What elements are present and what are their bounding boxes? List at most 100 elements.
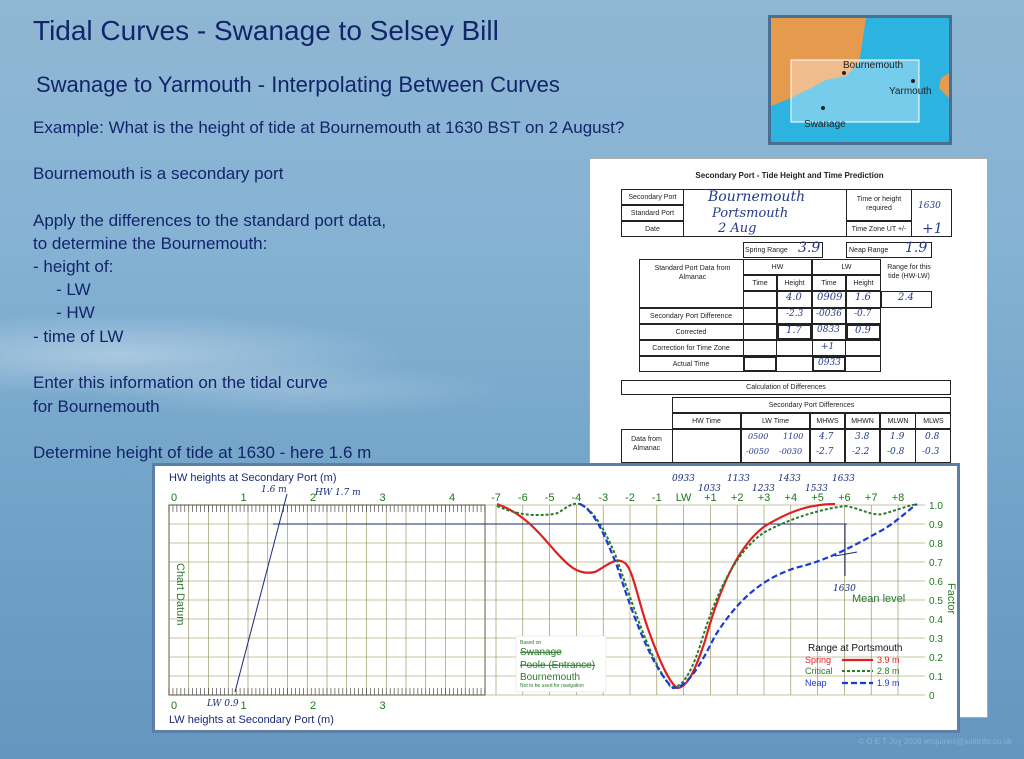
factor-tick-label: 0.2 (929, 653, 943, 664)
factor-tick-label: 0.5 (929, 596, 943, 607)
tidal-curve-chart: HW heights at Secondary Port (m) LW heig… (152, 463, 960, 733)
hw-tick-label: 2 (310, 492, 316, 504)
hw-heights-label: HW heights at Secondary Port (m) (169, 472, 337, 484)
almanac-mlwn: 1.9 (890, 432, 905, 442)
legend-neap-value: 1.9 m (877, 678, 900, 688)
hw-17-annotation: HW 1.7 m (314, 488, 361, 498)
body-line: to determine the Bournemouth: (33, 234, 268, 253)
time-tick-label: +4 (785, 492, 798, 504)
time-zone-value: +1 (922, 221, 943, 237)
time-tick-label: -5 (545, 492, 555, 504)
spring-curve (496, 502, 836, 690)
time-1133: 1133 (727, 474, 750, 484)
label-time: Time (821, 280, 837, 287)
factor-tick-label: 0.3 (929, 634, 943, 645)
range-value: 2.4 (898, 292, 914, 303)
construction-lines (234, 493, 858, 693)
corr-lw-height: 0.9 (855, 325, 871, 336)
factor-label: Factor (945, 583, 957, 615)
lw-heights-label: LW heights at Secondary Port (m) (169, 714, 334, 726)
time-tick-label: +8 (892, 492, 905, 504)
time-0933: 0933 (672, 474, 695, 484)
hw-16-annotation: 1.6 m (261, 485, 287, 495)
label-mlwn: MLWN (887, 418, 909, 425)
label-sec-port-diff: Secondary Port Difference (650, 313, 732, 320)
time-tick-label: -1 (652, 492, 662, 504)
time-1233: 1233 (752, 484, 775, 494)
time-tick-label: -3 (598, 492, 608, 504)
time-tick-label: -6 (518, 492, 528, 504)
critical-curve (496, 502, 918, 688)
legend-spring-name: Spring (805, 655, 831, 665)
hw-tick-label: 3 (380, 492, 386, 504)
factor-tick-label: 0.1 (929, 672, 943, 683)
label-std-port-data: Standard Port Data from Almanac (654, 265, 731, 281)
time-tick-label: +7 (865, 492, 878, 504)
time-tick-label: +1 (704, 492, 717, 504)
legend: Range at Portsmouth Spring 3.9 m Critica… (805, 643, 903, 688)
lw-time-value: 0909 (817, 292, 843, 303)
copyright-footer: © O E T Joy 2008 enquiries@sailtrills.co… (858, 737, 1012, 746)
time-tick-label: -4 (572, 492, 582, 504)
label-time: Time (752, 280, 768, 287)
time-tick-label: -7 (491, 492, 501, 504)
corr-lw-time: 0833 (817, 325, 840, 335)
body-line: Bournemouth is a secondary port (33, 164, 284, 183)
factor-tick-label: 0.6 (929, 577, 943, 588)
diff-lw-height: -0.7 (854, 309, 872, 319)
label-actual-time: Actual Time (672, 361, 710, 368)
label-neap-range: Neap Range (849, 247, 889, 254)
label-mhwn: MHWN (851, 418, 874, 425)
legend-critical-name: Critical (805, 666, 833, 676)
label-spring-range: Spring Range (745, 247, 788, 254)
standard-port-value: Portsmouth (712, 206, 789, 221)
time-1633: 1633 (832, 474, 855, 484)
label-calc-diff: Calculation of Differences (746, 384, 826, 391)
factor-tick-label: 0.4 (929, 615, 943, 626)
time-1433: 1433 (778, 474, 801, 484)
time-tick-label: -2 (625, 492, 635, 504)
chart-datum-label: Chart Datum (174, 563, 186, 625)
body-line: - time of LW (33, 327, 124, 346)
time-tick-label: +5 (811, 492, 824, 504)
map-label-bournemouth: Bournemouth (843, 60, 903, 71)
map-label-swanage: Swanage (804, 119, 846, 130)
factor-tick-label: 0.9 (929, 520, 943, 531)
body-line: for Bournemouth (33, 397, 160, 416)
almanac-mhwn-diff: -2.2 (852, 447, 870, 457)
area-map: Bournemouth Yarmouth Swanage (768, 15, 952, 145)
lw-tick-label: 1 (241, 700, 247, 712)
hw-tick-label: 0 (171, 492, 177, 504)
almanac-mlws: 0.8 (925, 432, 940, 442)
time-required-value: 1630 (918, 201, 941, 211)
label-date: Date (645, 226, 660, 233)
example-question: Example: What is the height of tide at B… (33, 118, 625, 137)
factor-tick-label: 0 (929, 691, 935, 702)
label-mlws: MLWS (923, 418, 944, 425)
almanac-mhwn: 3.8 (855, 432, 870, 442)
lw-tick-label: 3 (380, 700, 386, 712)
lw-tick-label: 2 (310, 700, 316, 712)
form-title: Secondary Port - Tide Height and Time Pr… (695, 171, 884, 180)
label-data-from-almanac: Data from Almanac (631, 436, 662, 452)
almanac-lw-time-c: -0050 (746, 447, 770, 456)
almanac-mhws-diff: -2.7 (816, 447, 834, 457)
label-height: Height (784, 280, 805, 287)
almanac-mlws-diff: -0.3 (922, 447, 940, 457)
time-tick-label: LW (676, 492, 692, 504)
lw-tick-label: 0 (171, 700, 177, 712)
label-hw: HW (771, 264, 784, 271)
navigation-note: Not to be used for navigation (520, 683, 584, 689)
slide-title: Tidal Curves - Swanage to Selsey Bill (33, 15, 499, 46)
time-1630: 1630 (833, 584, 856, 594)
spring-range-value: 3.9 (798, 240, 821, 256)
time-tick-label: +3 (758, 492, 771, 504)
legend-critical-value: 2.8 m (877, 666, 900, 676)
based-on-label: Based on (520, 640, 541, 646)
label-lw: LW (841, 264, 852, 271)
body-line: - LW (56, 280, 91, 299)
port-bournemouth: Bournemouth (520, 672, 580, 683)
slide-subtitle: Swanage to Yarmouth - Interpolating Betw… (36, 72, 560, 97)
label-standard-port: Standard Port (630, 210, 675, 217)
label-time-or-height: Time or height required (856, 196, 902, 212)
